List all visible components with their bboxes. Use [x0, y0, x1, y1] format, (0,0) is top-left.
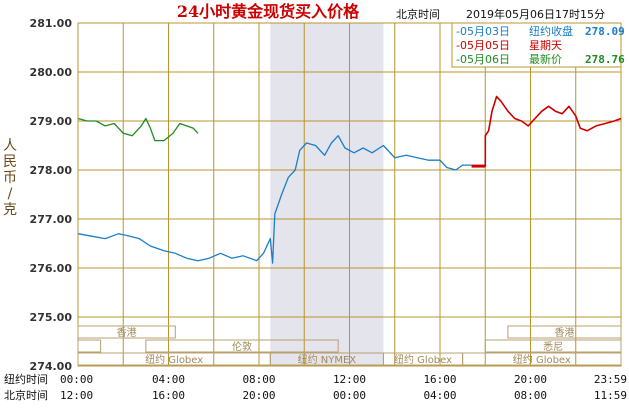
chart-title: 24小时黄金现货买入价格: [177, 2, 360, 21]
plot-frame: [77, 22, 622, 367]
y-tick-label: 276.00: [30, 262, 73, 275]
y-tick-label: 280.00: [30, 66, 73, 79]
y-tick-label: 275.00: [30, 311, 73, 324]
session-hongkong-box: [77, 325, 176, 339]
legend-value: 278.76: [585, 53, 625, 66]
x-tick-label-bj: 16:00: [152, 389, 185, 402]
x-tick-label-bj: 08:00: [514, 389, 547, 402]
legend-label: 最新价: [529, 52, 562, 66]
y-axis-label-char: 币: [3, 170, 17, 186]
series-line-3: [77, 117, 199, 142]
y-axis-label-char: 克: [3, 202, 17, 218]
y-tick-label: 277.00: [30, 213, 73, 226]
x-tick-label-ny: 23:59: [594, 373, 627, 386]
session-globex-label: 纽约 Globex: [394, 353, 452, 366]
x-tick-label-ny: 20:00: [514, 373, 547, 386]
x-tick-label-ny: 00:00: [60, 373, 93, 386]
session-globex-label: 纽约 Globex: [513, 353, 571, 366]
session-london-box: [145, 339, 339, 353]
session-nymex-label: 纽约 NYMEX: [298, 353, 357, 366]
x-tick-label-bj: 00:00: [333, 389, 366, 402]
legend-value: 278.09: [585, 25, 625, 38]
x-tick-label-ny: 04:00: [152, 373, 185, 386]
legend-date: -05月06日: [456, 53, 510, 66]
legend-label: 纽约收盘: [529, 24, 573, 38]
y-axis-label-char: /: [8, 186, 13, 202]
series-line-1: [77, 135, 472, 264]
session-hongkong-box: [507, 325, 622, 339]
nymex-session-band: [270, 23, 384, 366]
session-london-label: 伦敦: [232, 340, 252, 353]
x-tick-label-bj: 20:00: [242, 389, 275, 402]
y-tick-label: 278.00: [30, 164, 73, 177]
session-globex-box: [462, 352, 622, 366]
y-axis-label-char: 人: [3, 138, 17, 154]
session-globex-label: 纽约 Globex: [145, 353, 203, 366]
session-box-box: [77, 339, 102, 353]
header-datetime: 2019年05月06日17时15分: [466, 7, 605, 21]
y-tick-label: 279.00: [30, 115, 73, 128]
session-sydney-label: 悉尼: [543, 341, 563, 353]
session-sydney-box: [484, 339, 622, 353]
series-line-2: [471, 95, 622, 167]
x-tick-label-bj: 11:59: [594, 389, 627, 402]
x-tick-label-bj: 12:00: [60, 389, 93, 402]
legend-date: -05月03日: [456, 25, 510, 38]
y-tick-label: 281.00: [30, 17, 73, 30]
x-tick-label-bj: 04:00: [423, 389, 456, 402]
legend-label: 星期天: [529, 39, 562, 52]
x-axis-row-label-ny: 纽约时间: [4, 372, 48, 386]
x-tick-label-ny: 08:00: [242, 373, 275, 386]
legend-box: [451, 22, 622, 68]
header-time-label: 北京时间: [396, 7, 440, 21]
y-tick-label: 274.00: [30, 360, 73, 373]
y-axis-label-char: 民: [3, 154, 17, 170]
x-tick-label-ny: 16:00: [423, 373, 456, 386]
session-hongkong-label: 香港: [117, 327, 137, 339]
session-hongkong-label: 香港: [554, 327, 574, 339]
x-axis-row-label-bj: 北京时间: [4, 388, 48, 402]
x-tick-label-ny: 12:00: [333, 373, 366, 386]
legend-date: -05月05日: [456, 39, 510, 52]
